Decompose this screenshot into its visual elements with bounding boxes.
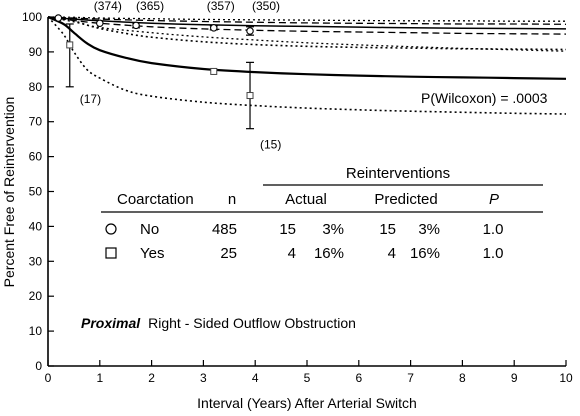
y-tick-label: 0 <box>35 359 42 373</box>
y-tick-label: 40 <box>29 219 43 233</box>
row-p: 1.0 <box>483 245 504 262</box>
circle-symbol-icon <box>105 223 117 235</box>
row-predicted-n: 4 <box>388 245 396 262</box>
n-at-risk-label: (374) <box>94 0 122 13</box>
row-actual-pct: 16% <box>314 245 344 262</box>
square-symbol-icon <box>105 247 117 259</box>
table-super-header: Reinterventions <box>346 165 450 182</box>
x-tick-label: 0 <box>45 371 52 385</box>
no-outer-upper-limit-line <box>47 16 566 22</box>
n-at-risk-label: (350) <box>252 0 280 13</box>
row-predicted-n: 15 <box>379 221 396 238</box>
row-group: No <box>140 221 159 238</box>
y-tick-label: 80 <box>29 80 43 94</box>
y-tick-label: 50 <box>29 185 43 199</box>
row-predicted-pct: 16% <box>410 245 440 262</box>
yes-lower-limit-line <box>47 16 567 115</box>
table-header-actual: Actual <box>285 191 327 208</box>
square-marker <box>66 41 74 49</box>
n-at-risk-label: (365) <box>136 0 164 13</box>
summary-table: Reinterventions Coarctation n Actual Pre… <box>101 165 543 262</box>
square-marker <box>210 67 218 75</box>
table-header-predicted: Predicted <box>374 191 437 208</box>
x-tick-label: 3 <box>200 371 207 385</box>
data-markers: (374) (365) (357) (350) (17) (15) <box>54 0 281 152</box>
circle-marker <box>96 19 104 28</box>
y-tick-label: 70 <box>29 115 43 129</box>
y-axis-label: Percent Free of Reintervention <box>1 97 17 288</box>
row-p: 1.0 <box>483 221 504 238</box>
pvalue-annotation: P(Wilcoxon) = .0003 <box>421 90 548 106</box>
table-header-p: P <box>489 191 499 208</box>
row-actual-n: 15 <box>279 221 296 238</box>
x-tick-label: 7 <box>407 371 414 385</box>
circle-marker <box>132 21 140 30</box>
subtitle-bold: Proximal <box>81 315 141 331</box>
y-tick-label: 90 <box>29 45 43 59</box>
table-header-coarctation: Coarctation <box>117 191 194 208</box>
row-actual-pct: 3% <box>322 221 344 238</box>
x-tick-label: 1 <box>96 371 103 385</box>
x-tick-label: 2 <box>148 371 155 385</box>
n-at-risk-label: (357) <box>207 0 235 13</box>
x-tick-label: 9 <box>511 371 518 385</box>
x-tick-label: 8 <box>459 371 466 385</box>
row-actual-n: 4 <box>288 245 296 262</box>
y-tick-label: 100 <box>22 10 42 24</box>
x-tick-label: 10 <box>559 371 573 385</box>
table-header-n: n <box>228 191 236 208</box>
no-inner-upper-limit-line <box>47 16 567 25</box>
table-row: Yes 25 4 16% 4 16% 1.0 <box>105 245 504 262</box>
row-predicted-pct: 3% <box>418 221 440 238</box>
yes-series-line <box>47 15 567 80</box>
row-n: 25 <box>220 245 237 262</box>
y-tick-label: 30 <box>29 254 43 268</box>
start-marker <box>54 14 63 22</box>
x-tick-label: 5 <box>304 371 311 385</box>
row-n: 485 <box>212 221 237 238</box>
square-marker <box>246 92 254 100</box>
circle-marker <box>246 27 254 35</box>
subtitle-rest: Right - Sided Outflow Obstruction <box>148 315 356 331</box>
circle-marker <box>210 24 218 32</box>
x-tick-label: 6 <box>355 371 362 385</box>
table-row: No 485 15 3% 15 3% 1.0 <box>105 221 504 238</box>
y-tick-label: 20 <box>29 289 43 303</box>
yes-upper-limit-line <box>47 16 567 51</box>
chart-subtitle: Proximal Right - Sided Outflow Obstructio… <box>81 315 356 331</box>
y-tick-label: 60 <box>29 150 43 164</box>
y-tick-label: 10 <box>29 324 43 338</box>
n-at-risk-label: (17) <box>80 92 101 106</box>
no-series-line <box>47 16 567 30</box>
n-at-risk-label: (15) <box>260 138 281 152</box>
x-axis-label: Interval (Years) After Arterial Switch <box>197 395 417 411</box>
row-group: Yes <box>140 245 164 262</box>
x-tick-label: 4 <box>252 371 259 385</box>
